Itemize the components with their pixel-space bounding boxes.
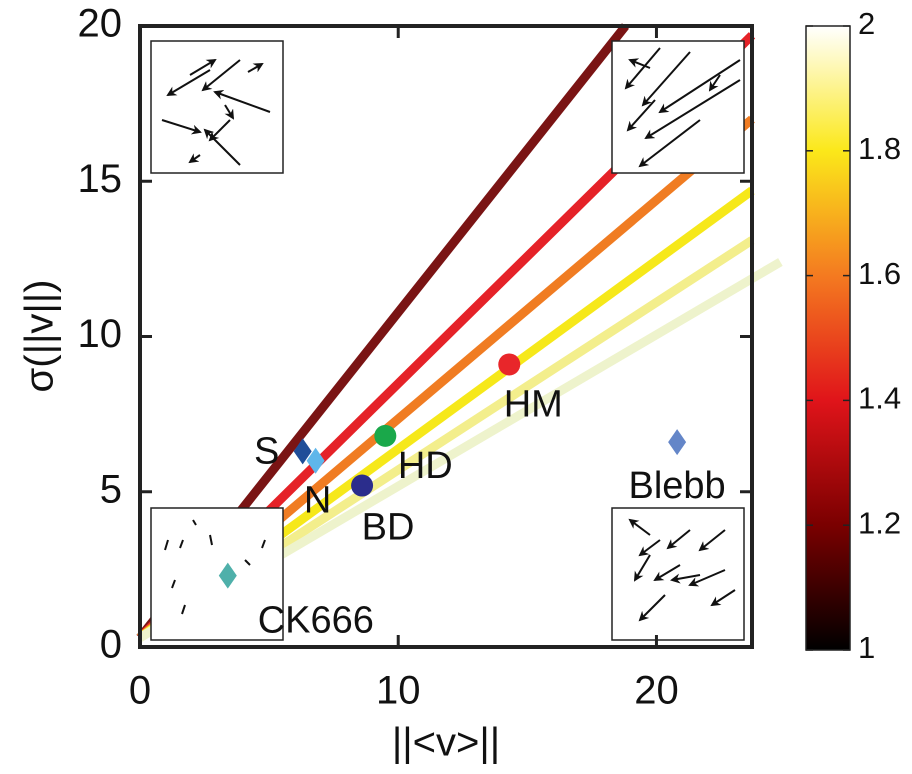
- point: [668, 429, 687, 456]
- point-label: HM: [504, 383, 563, 425]
- colorbar-tick-label: 2: [858, 6, 875, 41]
- y-axis-label: σ(||v||): [18, 280, 62, 393]
- axes-box: [138, 24, 754, 649]
- point: [498, 353, 521, 376]
- point-label: BD: [362, 507, 415, 549]
- y-tick-label: 5: [100, 467, 122, 511]
- x-axis-label: ||<v>||: [392, 721, 500, 765]
- y-tick-label: 10: [78, 312, 123, 356]
- point: [218, 562, 237, 589]
- colorbar-tick-label: 1.4: [858, 381, 901, 416]
- point: [351, 474, 374, 497]
- point-label: Blebb: [629, 465, 726, 507]
- point-label: S: [254, 430, 279, 472]
- x-tick-label: 10: [376, 669, 421, 713]
- inset-top-left: [150, 40, 284, 174]
- point: [374, 424, 397, 447]
- point: [293, 438, 312, 465]
- inset-bottom-right: [611, 507, 745, 641]
- colorbar-tick-label: 1: [858, 630, 875, 665]
- colorbar-tick-label: 1.6: [858, 256, 901, 291]
- inset-top-right: [611, 40, 745, 174]
- point-label: HD: [398, 445, 453, 487]
- inset-bottom-left: [150, 507, 284, 641]
- y-tick-label: 0: [100, 623, 122, 667]
- colorbar-tick-label: 1.8: [858, 131, 901, 166]
- y-tick-label: 20: [78, 2, 123, 46]
- point: [306, 447, 325, 474]
- colorbar: [805, 25, 851, 651]
- point-label: N: [304, 480, 331, 522]
- y-tick-label: 15: [78, 157, 123, 201]
- point-label: CK666: [258, 600, 374, 642]
- x-tick-label: 0: [129, 669, 151, 713]
- colorbar-tick-label: 1.2: [858, 505, 901, 540]
- x-tick-label: 20: [634, 669, 679, 713]
- points: SN HD BD HM Blebb CK666: [218, 353, 726, 642]
